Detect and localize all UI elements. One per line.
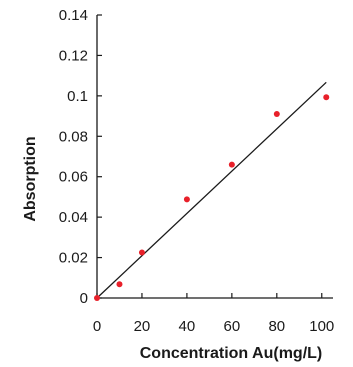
- y-axis-ticks: 0 0.02 0.04 0.06 0.08 0.1 0.12 0.14: [59, 7, 102, 307]
- y-tick-label: 0.1: [67, 88, 88, 105]
- data-points: [94, 94, 330, 301]
- x-axis-ticks: 0 20 40 60 80 100: [93, 293, 334, 335]
- y-tick-label: 0.14: [59, 7, 88, 24]
- data-point: [323, 94, 330, 101]
- x-tick-label: 60: [224, 318, 241, 335]
- y-tick-label: 0.04: [59, 209, 88, 226]
- y-tick-label: 0: [80, 290, 88, 307]
- y-tick-label: 0.12: [59, 47, 88, 64]
- data-point: [116, 281, 123, 288]
- data-point: [94, 295, 100, 301]
- fit-line: [96, 81, 327, 299]
- data-point: [138, 249, 145, 256]
- y-tick-label: 0.08: [59, 128, 88, 145]
- x-tick-label: 80: [268, 318, 285, 335]
- x-axis-title: Concentration Au(mg/L): [140, 345, 323, 362]
- x-tick-label: 100: [309, 318, 334, 335]
- data-point: [183, 196, 190, 203]
- x-tick-label: 20: [134, 318, 151, 335]
- y-axis-title: Absorption: [22, 136, 39, 221]
- data-point: [273, 111, 280, 118]
- y-tick-label: 0.02: [59, 250, 88, 267]
- data-point: [228, 161, 235, 168]
- x-tick-label: 40: [179, 318, 196, 335]
- y-tick-label: 0.06: [59, 169, 88, 186]
- x-tick-label: 0: [93, 318, 101, 335]
